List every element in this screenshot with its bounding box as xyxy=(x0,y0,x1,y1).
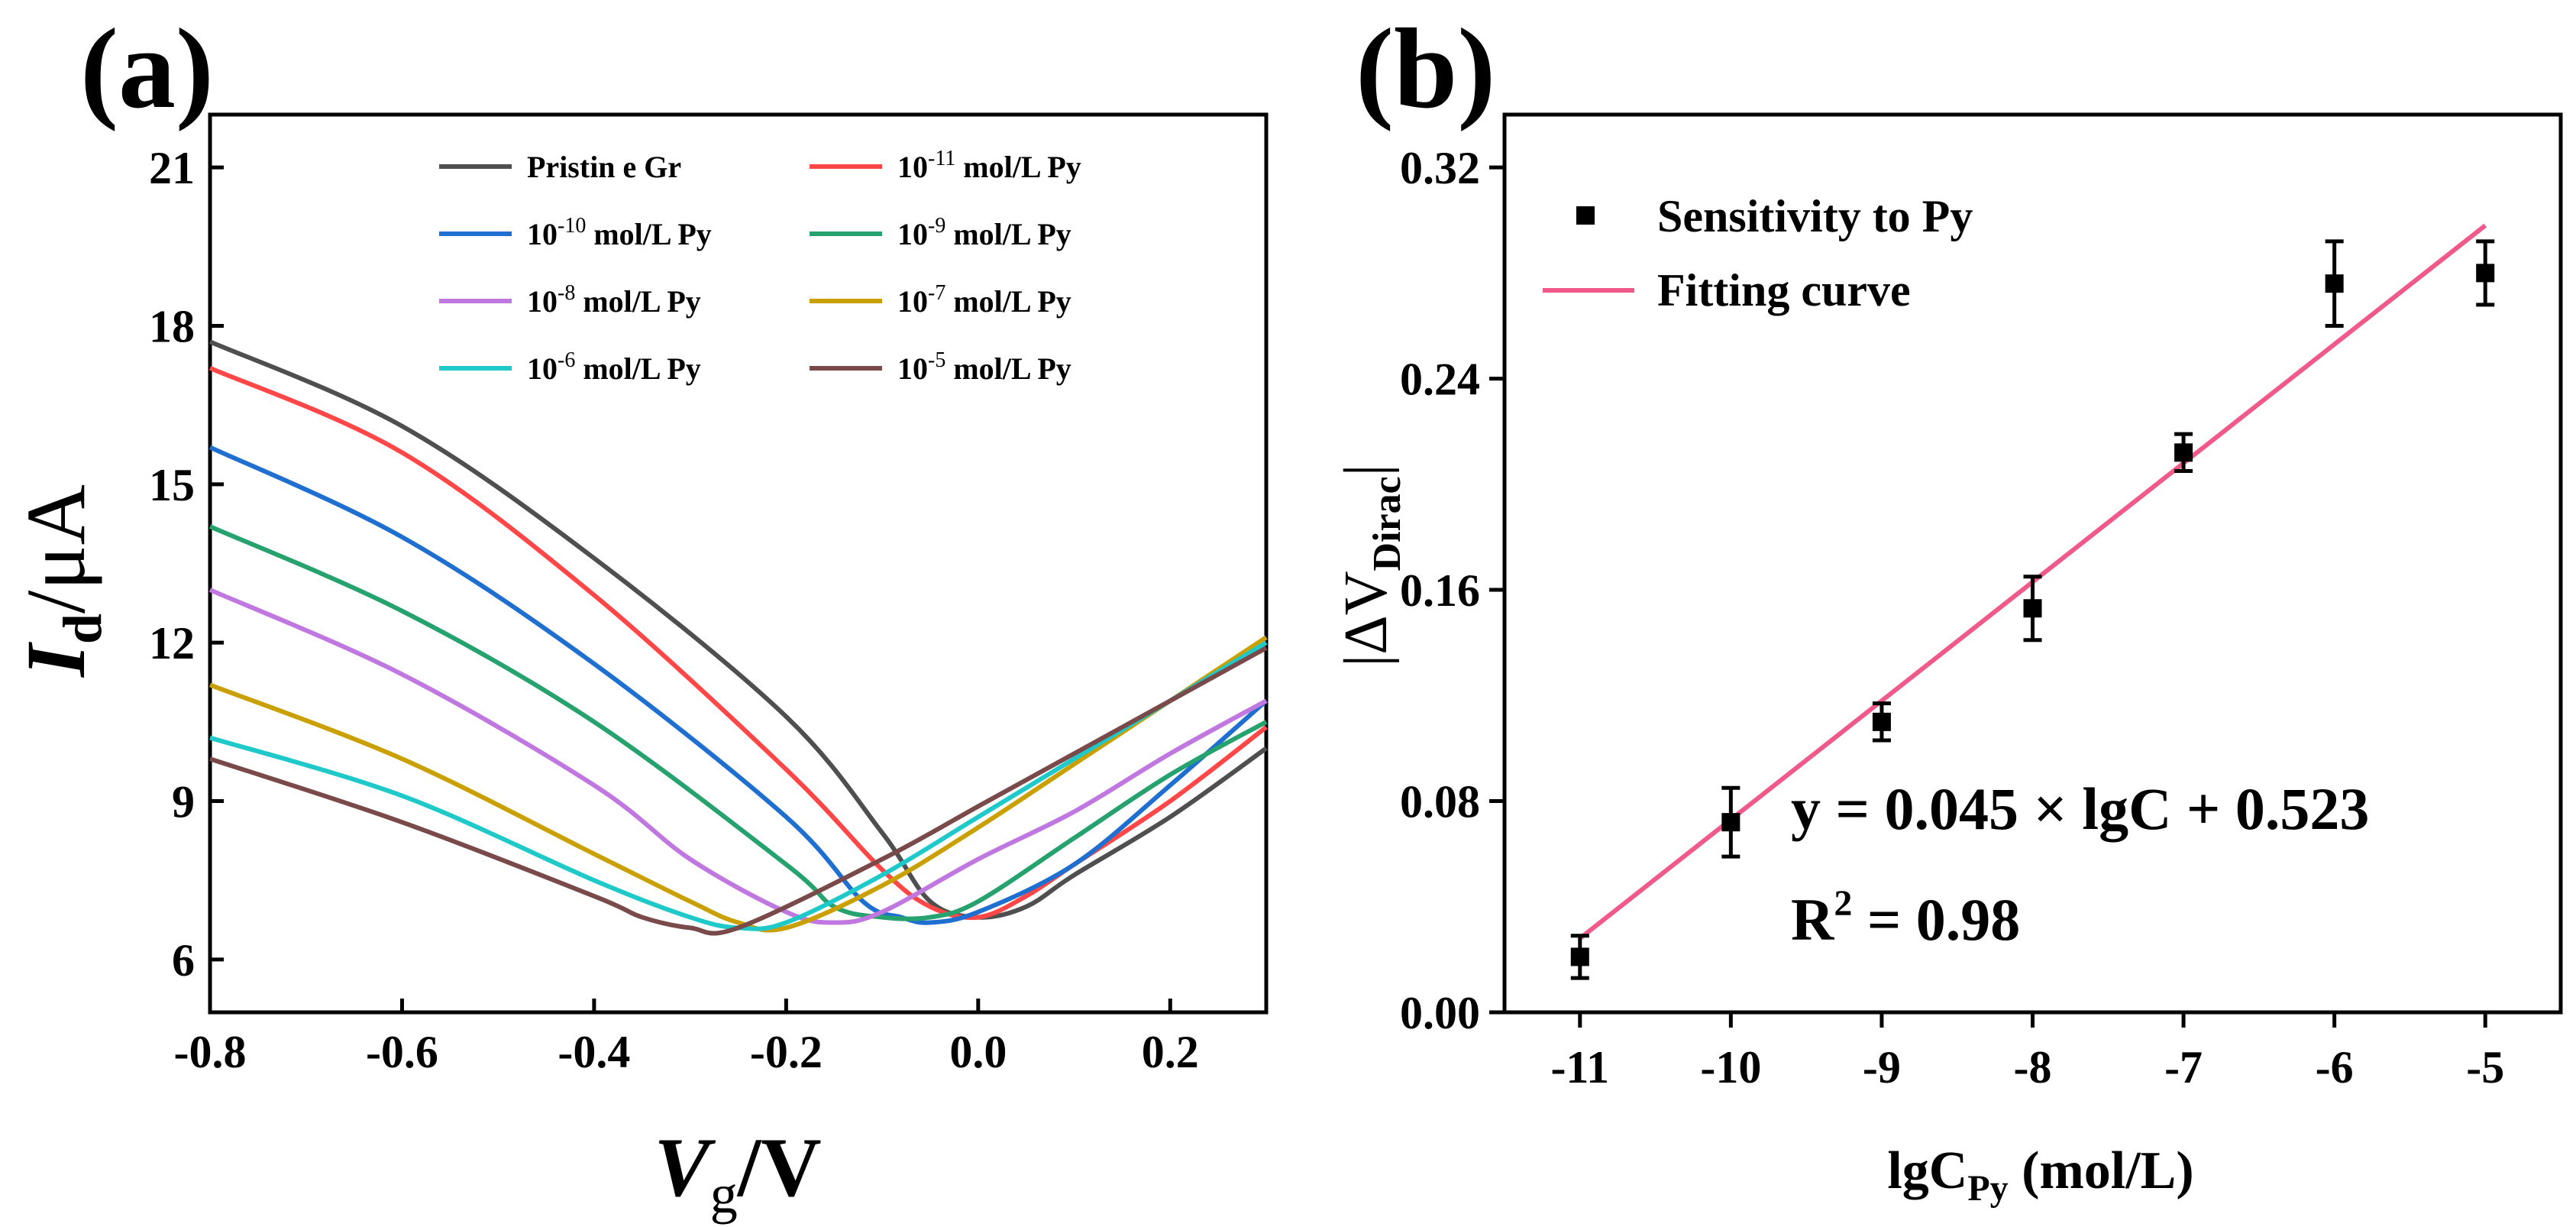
panel-a-series-lines xyxy=(208,339,1268,936)
panel-a-x-ticks: -0.8 -0.6 -0.4 -0.2 0.0 0.2 xyxy=(174,999,1199,1077)
panel-a-y-tick-label: 18 xyxy=(149,301,195,351)
panel-b-label: (b) xyxy=(1356,5,1495,132)
panel-a-series-line-2 xyxy=(208,445,1268,925)
panel-b-plot-frame xyxy=(1502,112,2563,1015)
panel-b-data-point xyxy=(2325,274,2344,293)
panel-b-x-tick-label: -8 xyxy=(2014,1042,2052,1093)
panel-b-y-tick-label: 0.16 xyxy=(1400,565,1480,616)
panel-a-y-ticks: 6 9 12 15 18 21 xyxy=(149,143,224,986)
panel-a-legend-label-5: 10-7 mol/L Py xyxy=(897,281,1071,319)
panel-a-legend-label-1: 10-11 mol/L Py xyxy=(897,147,1081,184)
panel-a-y-tick-label: 15 xyxy=(149,460,195,510)
fit-equation: y = 0.045 × lgC + 0.523 xyxy=(1791,775,2369,842)
panel-b-y-tick-label: 0.32 xyxy=(1400,143,1480,193)
panel-a-x-tick-label: 0.0 xyxy=(949,1027,1007,1077)
panel-b-y-axis-label: |ΔVDirac| xyxy=(1333,464,1409,666)
panel-a-legend-label-4: 10-8 mol/L Py xyxy=(527,281,701,319)
panel-b-y-tick-label: 0.24 xyxy=(1400,355,1480,405)
panel-b-x-tick-label: -7 xyxy=(2164,1042,2203,1093)
panel-a-series-line-7 xyxy=(209,646,1268,936)
panel-a-series-line-5 xyxy=(208,635,1268,933)
panel-a-series-line-4 xyxy=(208,588,1268,925)
panel-b-y-tick-label: 0.08 xyxy=(1400,777,1480,827)
panel-a-x-tick-label: 0.2 xyxy=(1142,1027,1199,1077)
panel-a-chart: 6 9 12 15 18 21 -0.8 -0.6 -0.4 -0.2 0.0 0.2 Pristi… xyxy=(9,112,1269,1225)
panel-a-x-axis-label: Vg/V xyxy=(654,1121,821,1225)
panel-a-legend-label-6: 10-6 mol/L Py xyxy=(527,348,701,386)
panel-b-data-point xyxy=(1721,813,1740,832)
panel-a-legend-label-3: 10-9 mol/L Py xyxy=(897,214,1071,251)
panel-a-series-line-6 xyxy=(209,640,1268,931)
panel-b-x-tick-label: -11 xyxy=(1550,1042,1609,1093)
panel-b-legend: Sensitivity to Py Fitting curve xyxy=(1543,191,1973,316)
legend-label-fitting-curve: Fitting curve xyxy=(1657,265,1911,316)
r-squared: R2 = 0.98 xyxy=(1791,883,2020,953)
panel-b-data-point xyxy=(1872,712,1891,731)
panel-b-x-axis-label: lgCPy (mol/L) xyxy=(1887,1141,2193,1209)
panel-b-y-tick-label: 0.00 xyxy=(1400,988,1480,1038)
panel-b-x-ticks: -11 -10 -9 -8 -7 -6 -5 xyxy=(1550,1012,2504,1093)
panel-a-y-tick-label: 9 xyxy=(172,777,195,827)
panel-b-x-tick-label: -5 xyxy=(2466,1042,2504,1093)
panel-a-x-tick-label: -0.6 xyxy=(366,1027,438,1077)
panel-a-y-tick-label: 6 xyxy=(172,935,195,986)
panel-b-y-ticks: 0.00 0.08 0.16 0.24 0.32 xyxy=(1400,143,1505,1038)
panel-b-data-points xyxy=(1570,239,2495,980)
panel-a-label: (a) xyxy=(80,5,214,132)
panel-a-legend-label-7: 10-5 mol/L Py xyxy=(897,348,1071,386)
panel-a-series-line-1 xyxy=(208,366,1268,921)
panel-b-x-tick-label: -6 xyxy=(2316,1042,2354,1093)
panel-b-x-tick-label: -9 xyxy=(1863,1042,1901,1093)
panel-b-data-point xyxy=(2023,599,2042,618)
panel-a-y-axis-label: Id/μA xyxy=(9,484,113,678)
panel-a-x-tick-label: -0.2 xyxy=(750,1027,823,1077)
panel-b-data-point xyxy=(2476,264,2495,283)
panel-b-chart: 0.00 0.08 0.16 0.24 0.32 -11 -10 -9 -8 -7 -6 -5 Se… xyxy=(1333,112,2563,1209)
panel-a-plot-frame xyxy=(208,112,1269,1015)
panel-a-y-tick-label: 12 xyxy=(149,618,195,669)
panel-b-x-tick-label: -10 xyxy=(1700,1042,1761,1093)
panel-a-legend-label-0: Pristin e Gr xyxy=(527,150,681,184)
legend-label-sensitivity: Sensitivity to Py xyxy=(1657,191,1973,241)
panel-a-legend-label-2: 10-10 mol/L Py xyxy=(527,214,712,251)
legend-marker-sensitivity xyxy=(1576,206,1595,225)
panel-a-x-tick-label: -0.4 xyxy=(558,1027,630,1077)
panel-a-series-line-0 xyxy=(208,339,1268,920)
panel-a-y-tick-label: 21 xyxy=(149,143,195,193)
panel-b-data-point xyxy=(1570,947,1589,966)
panel-a-x-tick-label: -0.8 xyxy=(174,1027,247,1077)
panel-a-legend: Pristin e Gr 10-11 mol/L Py 10-10 mol/L Py… xyxy=(439,147,1081,386)
panel-b-data-point xyxy=(2174,443,2193,462)
